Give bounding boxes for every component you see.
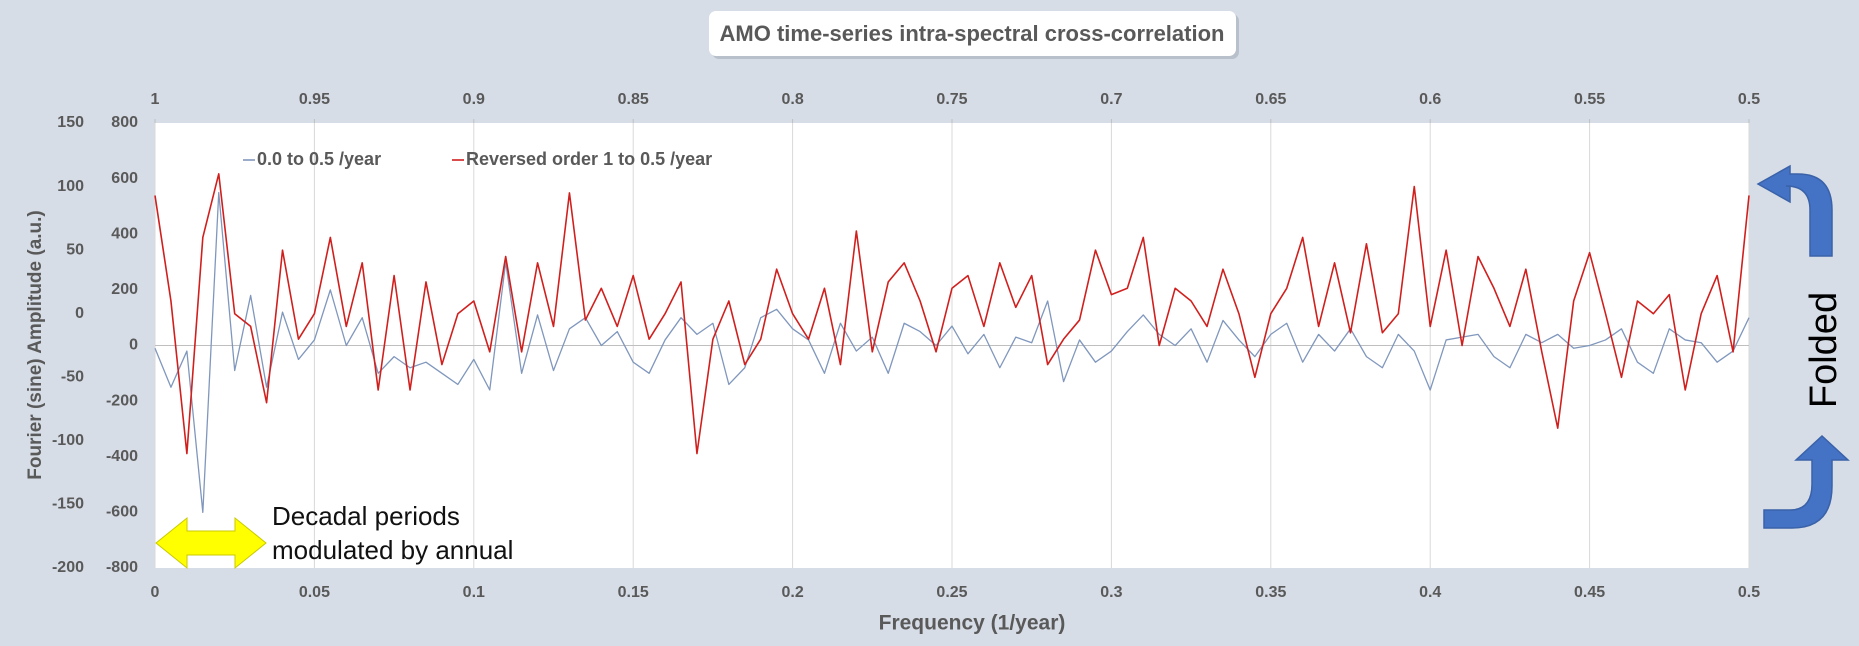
- x2-tick-label: 1: [151, 91, 160, 108]
- x-tick-label: 0.1: [463, 584, 485, 601]
- legend-label: 0.0 to 0.5 /year: [257, 149, 381, 169]
- double-arrow: [155, 516, 267, 570]
- x-tick-label: 0.05: [299, 584, 330, 601]
- x2-tick-label: 0.9: [463, 91, 485, 108]
- x2-tick-label: 0.6: [1419, 91, 1441, 108]
- y-tick-label: 100: [57, 178, 84, 195]
- x-tick-label: 0.2: [781, 584, 803, 601]
- y2-tick-label: 400: [111, 225, 138, 242]
- annotation: Decadal periods: [272, 501, 460, 531]
- y-tick-label: -150: [52, 496, 84, 513]
- chart-title: AMO time-series intra-spectral cross-cor…: [720, 21, 1225, 46]
- x-tick-label: 0.3: [1100, 584, 1122, 601]
- y-axis-title: Fourier (sine) Amplitude (a.u.): [25, 210, 46, 480]
- y2-tick-label: -600: [106, 504, 138, 521]
- y2-tick-label: -800: [106, 559, 138, 576]
- x-tick-label: 0: [151, 584, 160, 601]
- x2-tick-label: 0.95: [299, 91, 330, 108]
- x2-tick-label: 0.75: [936, 91, 967, 108]
- legend-label: Reversed order 1 to 0.5 /year: [466, 149, 712, 169]
- y2-tick-label: -200: [106, 392, 138, 409]
- y2-tick-label: 800: [111, 114, 138, 131]
- x2-tick-label: 0.7: [1100, 91, 1122, 108]
- x-tick-label: 0.25: [936, 584, 967, 601]
- x2-tick-label: 0.85: [618, 91, 649, 108]
- x2-tick-label: 0.8: [781, 91, 803, 108]
- annotation: modulated by annual: [272, 535, 513, 565]
- x-tick-label: 0.45: [1574, 584, 1605, 601]
- side-label: Folded: [1803, 292, 1845, 408]
- fold-arrow-top: [1756, 164, 1833, 257]
- y-tick-label: -50: [61, 369, 84, 386]
- x-tick-label: 0.35: [1255, 584, 1286, 601]
- y-tick-label: 0: [75, 305, 84, 322]
- y-tick-label: -100: [52, 432, 84, 449]
- x-tick-label: 0.5: [1738, 584, 1760, 601]
- y2-tick-label: -400: [106, 448, 138, 465]
- title-box: [709, 11, 1236, 56]
- y-tick-label: 50: [66, 241, 84, 258]
- x-tick-label: 0.15: [618, 584, 649, 601]
- x-axis-title: Frequency (1/year): [879, 612, 1066, 635]
- x2-tick-label: 0.65: [1255, 91, 1286, 108]
- x2-tick-label: 0.55: [1574, 91, 1605, 108]
- y2-tick-label: 0: [129, 337, 138, 354]
- y-tick-label: 150: [57, 114, 84, 131]
- series-line: [154, 173, 1750, 455]
- y2-tick-label: 600: [111, 170, 138, 187]
- y2-tick-label: 200: [111, 281, 138, 298]
- y-tick-label: -200: [52, 559, 84, 576]
- x2-tick-label: 0.5: [1738, 91, 1760, 108]
- series-line: [154, 191, 1750, 514]
- fold-arrow-bottom: [1763, 434, 1850, 529]
- x-tick-label: 0.4: [1419, 584, 1441, 601]
